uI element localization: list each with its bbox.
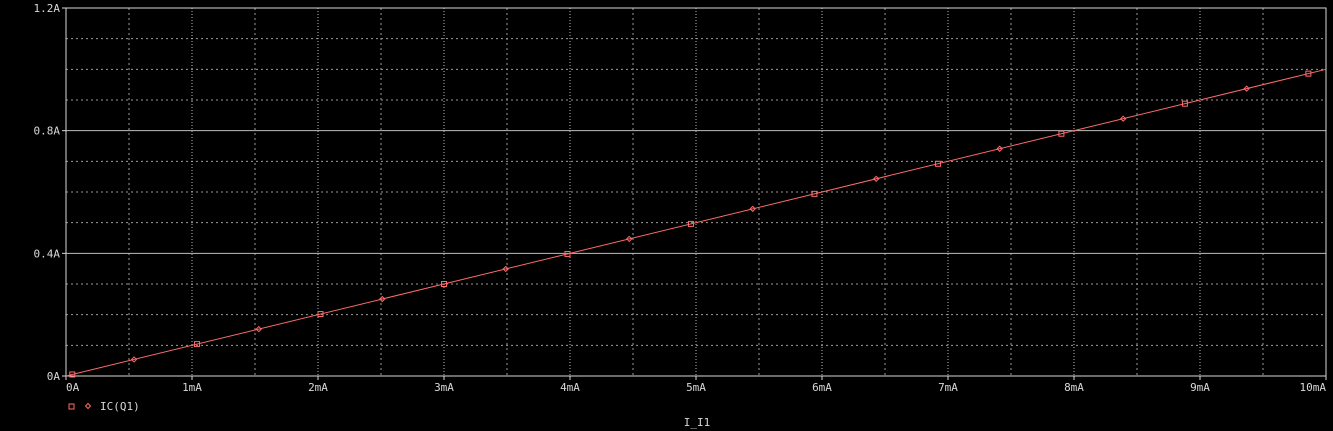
series-marker-diamond (379, 295, 386, 303)
legend-square-marker-icon (68, 403, 75, 410)
series-marker-square (194, 341, 201, 348)
legend-series-label[interactable]: IC(Q1) (100, 400, 140, 413)
axes (62, 7, 1327, 380)
x-tick-label: 2mA (308, 381, 328, 394)
series-marker-square (69, 371, 76, 378)
y-tick-label: 0A (47, 370, 61, 383)
series-marker-diamond (626, 235, 633, 243)
series-marker-diamond (1243, 85, 1250, 92)
series-marker-square (1058, 130, 1065, 137)
series-marker-diamond (749, 205, 756, 213)
x-tick-label: 6mA (812, 381, 832, 394)
series-marker-square (441, 281, 447, 287)
trace-layer (65, 68, 1327, 378)
x-tick-label: 0A (66, 381, 80, 394)
y-tick-label: 0.8A (34, 125, 61, 138)
series-marker-square (317, 311, 324, 318)
y-tick-label: 1.2A (34, 2, 61, 15)
x-tick-label: 9mA (1190, 381, 1210, 394)
x-axis-title: I_I1 (684, 416, 711, 429)
legend-diamond-marker-icon (84, 402, 92, 410)
x-tick-label: 10mA (1300, 381, 1327, 394)
x-tick-label: 3mA (434, 381, 454, 394)
series-marker-diamond (872, 175, 880, 183)
x-tick-label: 8mA (1064, 381, 1084, 394)
x-tick-label: 7mA (938, 381, 958, 394)
y-tick-label: 0.4A (34, 247, 61, 260)
x-tick-label: 5mA (686, 381, 706, 394)
series-marker-square (934, 160, 941, 167)
series-marker-diamond (255, 325, 262, 333)
series-marker-diamond (1119, 115, 1127, 122)
series-marker-square (564, 250, 571, 257)
legend[interactable]: IC(Q1) (68, 400, 140, 413)
series-marker-square (1181, 100, 1188, 107)
series-marker-square (811, 190, 818, 197)
series-marker-diamond (130, 356, 138, 363)
x-tick-label: 4mA (560, 381, 580, 394)
series-line-ic-q1 (65, 68, 1327, 377)
tick-labels: 0A 1mA 2mA 3mA 4mA 5mA 6mA 7mA 8mA 9mA 10mA 0A 0.4A 0… (34, 2, 1327, 394)
series-marker-diamond (996, 145, 1003, 152)
series-marker-diamond (502, 265, 509, 273)
series-marker-square (1305, 70, 1312, 77)
series-marker-square (687, 220, 694, 227)
x-tick-label: 1mA (182, 381, 202, 394)
